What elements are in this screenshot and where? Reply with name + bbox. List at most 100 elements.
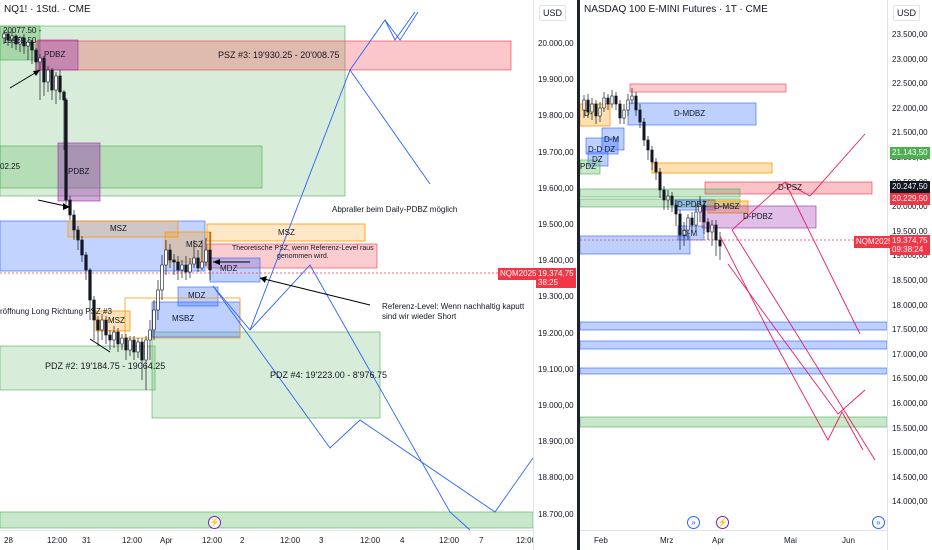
label-d-pdbz-2: D-PDBZ: [743, 212, 773, 221]
right-price-tick: 18.000,00: [892, 300, 928, 310]
right-time-tick: Feb: [594, 536, 608, 545]
right-price-tick: 15.500,00: [892, 423, 928, 433]
label-msbz: MSBZ: [172, 314, 195, 323]
label-psz3: PSZ #3: 19'930.25 - 20'008.75: [218, 50, 340, 60]
zone-green-bottom: [580, 416, 887, 428]
left-chart-panel[interactable]: NQ1! · 1Std. · CME 20077.50 - 19969.50 P…: [0, 0, 533, 550]
right-price-tick: 21.500,00: [892, 128, 928, 138]
left-currency-button[interactable]: USD: [539, 5, 567, 21]
candle-body: [606, 97, 610, 105]
left-price-tick: 19.200,00: [538, 328, 574, 338]
label-pdz4: PDZ #4: 19'223.00 - 8'976.75: [270, 370, 388, 380]
right-price-axis[interactable]: USD 23.500,00 23.000,00 22.500,00 22.000,00…: [854, 0, 932, 550]
candle-body: [10, 35, 14, 41]
right-time-tick: Mai: [784, 536, 797, 545]
candle-body: [84, 254, 88, 271]
right-time-tick: Mrz: [660, 536, 674, 545]
candle-body: [112, 331, 116, 341]
candle-body: [706, 221, 710, 233]
left-price-tick: 19.100,00: [538, 364, 574, 374]
event-icon[interactable]: ⚡: [208, 516, 221, 529]
right-candles: [582, 88, 722, 260]
event-icon-4[interactable]: »: [872, 516, 885, 529]
label-pdbz-mid: PDBZ: [68, 167, 90, 176]
zone-d-psz: [704, 181, 873, 195]
right-time-axis[interactable]: Feb Mrz Apr Mai Jun: [580, 530, 887, 550]
candle-body: [140, 341, 144, 361]
candle-body: [120, 337, 124, 345]
right-price-tick: 14.000,00: [892, 497, 928, 507]
pink-projection-down-2: [727, 263, 866, 415]
candle-body: [42, 57, 46, 83]
right-price-symbol: NQM2025: [854, 236, 895, 248]
label-msz-1: MSZ: [110, 224, 127, 233]
panel-divider[interactable]: [577, 0, 580, 550]
candle-body: [582, 99, 586, 111]
left-price-tick: 18.900,00: [538, 437, 574, 447]
pink-projection-down-3: [731, 229, 876, 461]
right-chart-panel[interactable]: NASDAQ 100 E-MINI Futures · 1T · CME D-M…: [580, 0, 887, 550]
projection-alt-path: [249, 264, 471, 531]
candle-body: [698, 204, 702, 213]
right-countdown: 09:38:24: [892, 245, 924, 254]
left-countdown: 38:25: [538, 278, 559, 287]
right-red-badge: 20.229,50: [890, 193, 930, 205]
projection-down-from-top: [349, 69, 431, 185]
zone-blue-mid: [580, 235, 691, 255]
annotation-eroeffnung: röffnung Long Richtung PSZ #3: [0, 307, 112, 316]
candle-body: [196, 257, 200, 269]
left-price-axis[interactable]: USD 20.000,00 19.900,00 19.800,00 19.700,00…: [498, 0, 577, 550]
candle-body: [646, 139, 650, 151]
label-d-m: D-M: [604, 135, 620, 144]
candle-body: [132, 339, 136, 353]
candle-body: [164, 249, 168, 266]
left-price-tick: 19.000,00: [538, 401, 574, 410]
left-time-tick: 12:00: [439, 536, 460, 545]
left-time-tick: 28: [4, 536, 13, 545]
candle-body: [682, 229, 686, 236]
left-price-tick: 18.800,00: [538, 473, 574, 483]
annotation-referenz: Referenz-Level: Wenn nachhaltig kaputt s…: [382, 302, 525, 321]
candle-body: [92, 299, 96, 321]
candle-body: [670, 195, 674, 206]
label-left-mid-green: 02.25: [0, 162, 21, 171]
candle-body: [610, 95, 614, 105]
left-candles: [2, 30, 212, 390]
event-icon-2[interactable]: »: [687, 516, 700, 529]
candle-body: [690, 217, 694, 226]
left-time-tick: 12:00: [47, 536, 68, 545]
zone-dz: [587, 151, 609, 167]
candle-body: [590, 103, 594, 113]
left-price-tick: 18.700,00: [538, 509, 574, 519]
candle-body: [718, 239, 722, 247]
right-price-tick: 15.000,00: [892, 448, 928, 458]
zone-left-mid-green: [0, 145, 263, 189]
zone-d-dz: [585, 137, 619, 155]
label-top-left-green: 20077.50 - 19969.50: [3, 26, 42, 45]
candle-body: [180, 264, 184, 271]
candle-body: [58, 75, 62, 93]
right-currency-button[interactable]: USD: [893, 5, 921, 21]
candle-body: [26, 41, 30, 47]
left-price-symbol: NQM2025: [500, 269, 537, 278]
candle-body: [654, 161, 658, 173]
candle-body: [710, 224, 714, 233]
right-price-tick: 19.000,00: [892, 251, 928, 261]
label-theoretical-psz: Theoretische PSZ, wenn Referenz-Level ra…: [232, 245, 374, 260]
candle-body: [160, 264, 164, 291]
candle-body: [64, 99, 68, 201]
right-price-tick: 14.500,00: [892, 472, 928, 482]
candle-body: [686, 217, 690, 231]
candle-body: [208, 249, 212, 271]
candle-body: [678, 213, 682, 236]
projection-up-path: [212, 11, 416, 331]
candle-body: [68, 199, 72, 216]
candle-body: [714, 224, 718, 241]
event-icon-3[interactable]: ⚡: [716, 516, 729, 529]
left-price-tick: 19.500,00: [538, 220, 574, 229]
candle-body: [622, 109, 626, 119]
left-time-axis[interactable]: 28 12:00 31 12:00 Apr 12:00 2 12:00 3 12:00 4 12:00…: [0, 530, 533, 550]
left-last-price: 19.374,75: [538, 269, 574, 278]
left-time-tick: 3: [319, 536, 324, 545]
projection-down-path: [212, 285, 533, 513]
